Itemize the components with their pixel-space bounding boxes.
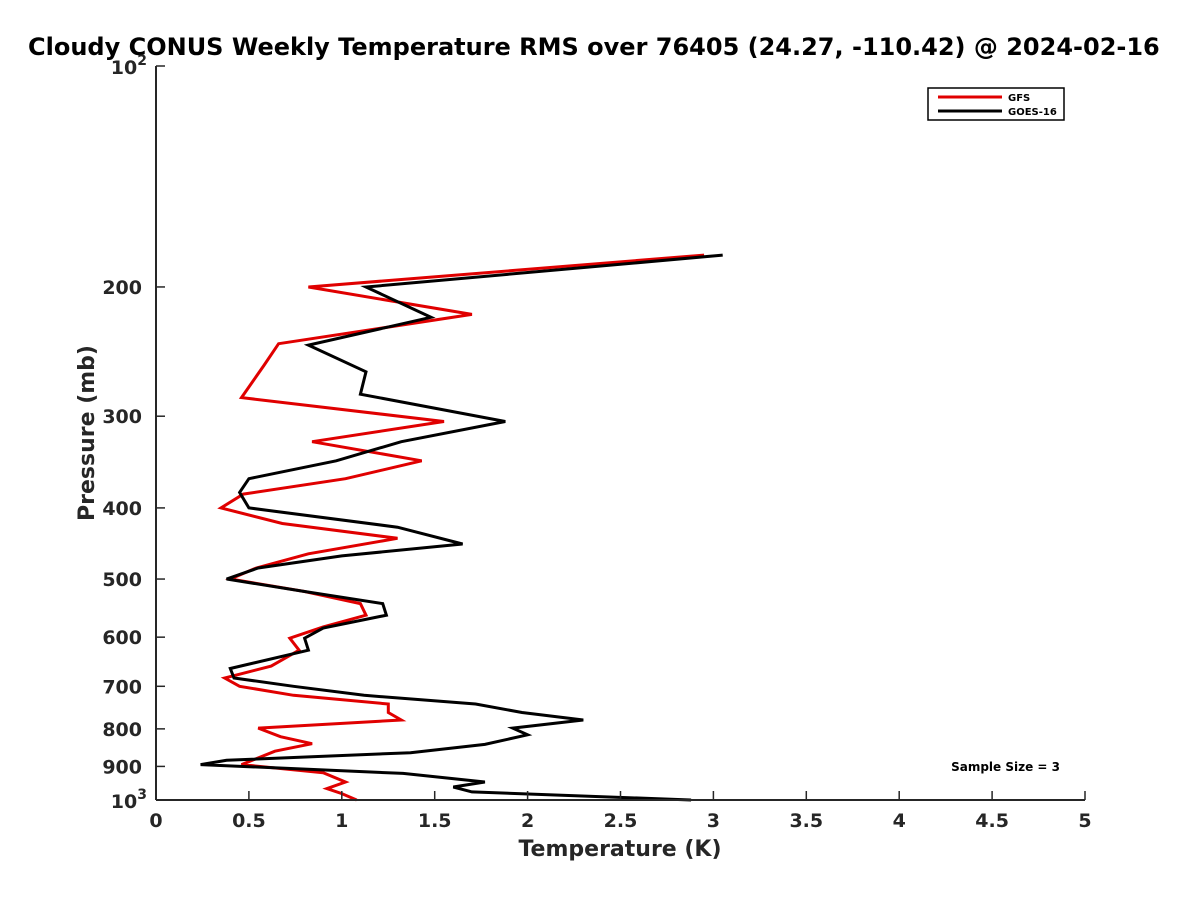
y-tick-label: 800: [102, 719, 142, 741]
legend-box: [927, 87, 1065, 121]
y-tick-label: 102: [111, 53, 147, 79]
y-tick-label: 500: [102, 569, 142, 591]
chart-title: Cloudy CONUS Weekly Temperature RMS over…: [28, 33, 1160, 61]
y-tick-label: 103: [111, 787, 147, 813]
y-axis-label: Pressure (mb): [75, 345, 100, 521]
x-tick-label: 1.5: [418, 810, 452, 832]
legend: GFS GOES-16: [927, 87, 1065, 121]
y-tick-label: 400: [102, 498, 142, 520]
x-tick-label: 2.5: [604, 810, 638, 832]
series-line-goes-16: [200, 253, 723, 802]
x-tick-label: 0: [149, 810, 162, 832]
x-tick-label: 3.5: [789, 810, 823, 832]
y-tick-label: 900: [102, 756, 142, 778]
series-line-gfs: [217, 253, 705, 802]
x-tick-label: 1: [335, 810, 348, 832]
axes-layer: 0 0.5 1 1.5 2 2.5 3 3.5 4 4.5 5 102 200 300 400 500 600 7…: [102, 53, 1091, 832]
y-tick-label: 200: [102, 277, 142, 299]
x-tick-label: 4: [893, 810, 906, 832]
x-tick-label: 5: [1078, 810, 1091, 832]
x-tick-label: 4.5: [975, 810, 1009, 832]
y-tick-label: 600: [102, 627, 142, 649]
y-tick-label: 300: [102, 406, 142, 428]
x-tick-label: 2: [521, 810, 534, 832]
y-tick-label: 700: [102, 676, 142, 698]
legend-label: GOES-16: [1008, 107, 1057, 118]
x-tick-label: 0.5: [232, 810, 266, 832]
legend-label: GFS: [1008, 93, 1030, 104]
x-axis-label: Temperature (K): [518, 837, 721, 862]
series-layer: [200, 253, 723, 802]
x-tick-label: 3: [707, 810, 720, 832]
sample-size-note: Sample Size = 3: [951, 760, 1060, 774]
